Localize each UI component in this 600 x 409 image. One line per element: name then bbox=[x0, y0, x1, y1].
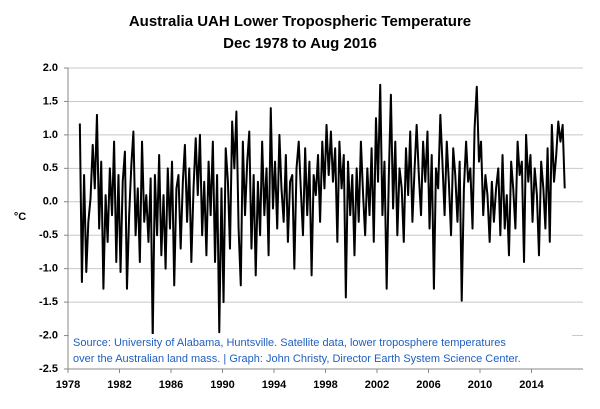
y-tick-label: -2.0 bbox=[39, 329, 58, 341]
annotation-box bbox=[69, 334, 572, 368]
y-axis-label: °C bbox=[14, 211, 26, 223]
chart-title: Australia UAH Lower Tropospheric Tempera… bbox=[129, 13, 471, 30]
x-tick-label: 1982 bbox=[107, 379, 131, 391]
x-tick-label: 1994 bbox=[262, 379, 287, 391]
y-tick-label: 1.0 bbox=[43, 129, 58, 141]
annotation: over the Australian land mass. | Graph: … bbox=[73, 353, 521, 365]
y-tick-label: -1.5 bbox=[39, 296, 58, 308]
x-tick-label: 2014 bbox=[519, 379, 544, 391]
chart-subtitle: Dec 1978 to Aug 2016 bbox=[223, 35, 377, 52]
y-tick-label: -0.5 bbox=[39, 229, 58, 241]
x-tick-label: 1986 bbox=[159, 379, 183, 391]
x-tick-label: 1990 bbox=[210, 379, 234, 391]
y-tick-label: 0.5 bbox=[43, 162, 58, 174]
y-tick-label: 0.0 bbox=[43, 196, 58, 208]
y-tick-label: 1.5 bbox=[43, 95, 58, 107]
y-tick-label: -1.0 bbox=[39, 263, 58, 275]
annotation: Source: University of Alabama, Huntsvill… bbox=[73, 337, 506, 349]
data-line bbox=[78, 83, 566, 340]
x-tick-label: 1998 bbox=[313, 379, 337, 391]
x-tick-label: 2006 bbox=[416, 379, 440, 391]
x-tick-label: 2010 bbox=[468, 379, 492, 391]
y-tick-label: 2.0 bbox=[43, 62, 58, 74]
x-tick-label: 1978 bbox=[56, 379, 80, 391]
x-tick-label: 2002 bbox=[365, 379, 389, 391]
y-tick-label: -2.5 bbox=[39, 363, 58, 375]
